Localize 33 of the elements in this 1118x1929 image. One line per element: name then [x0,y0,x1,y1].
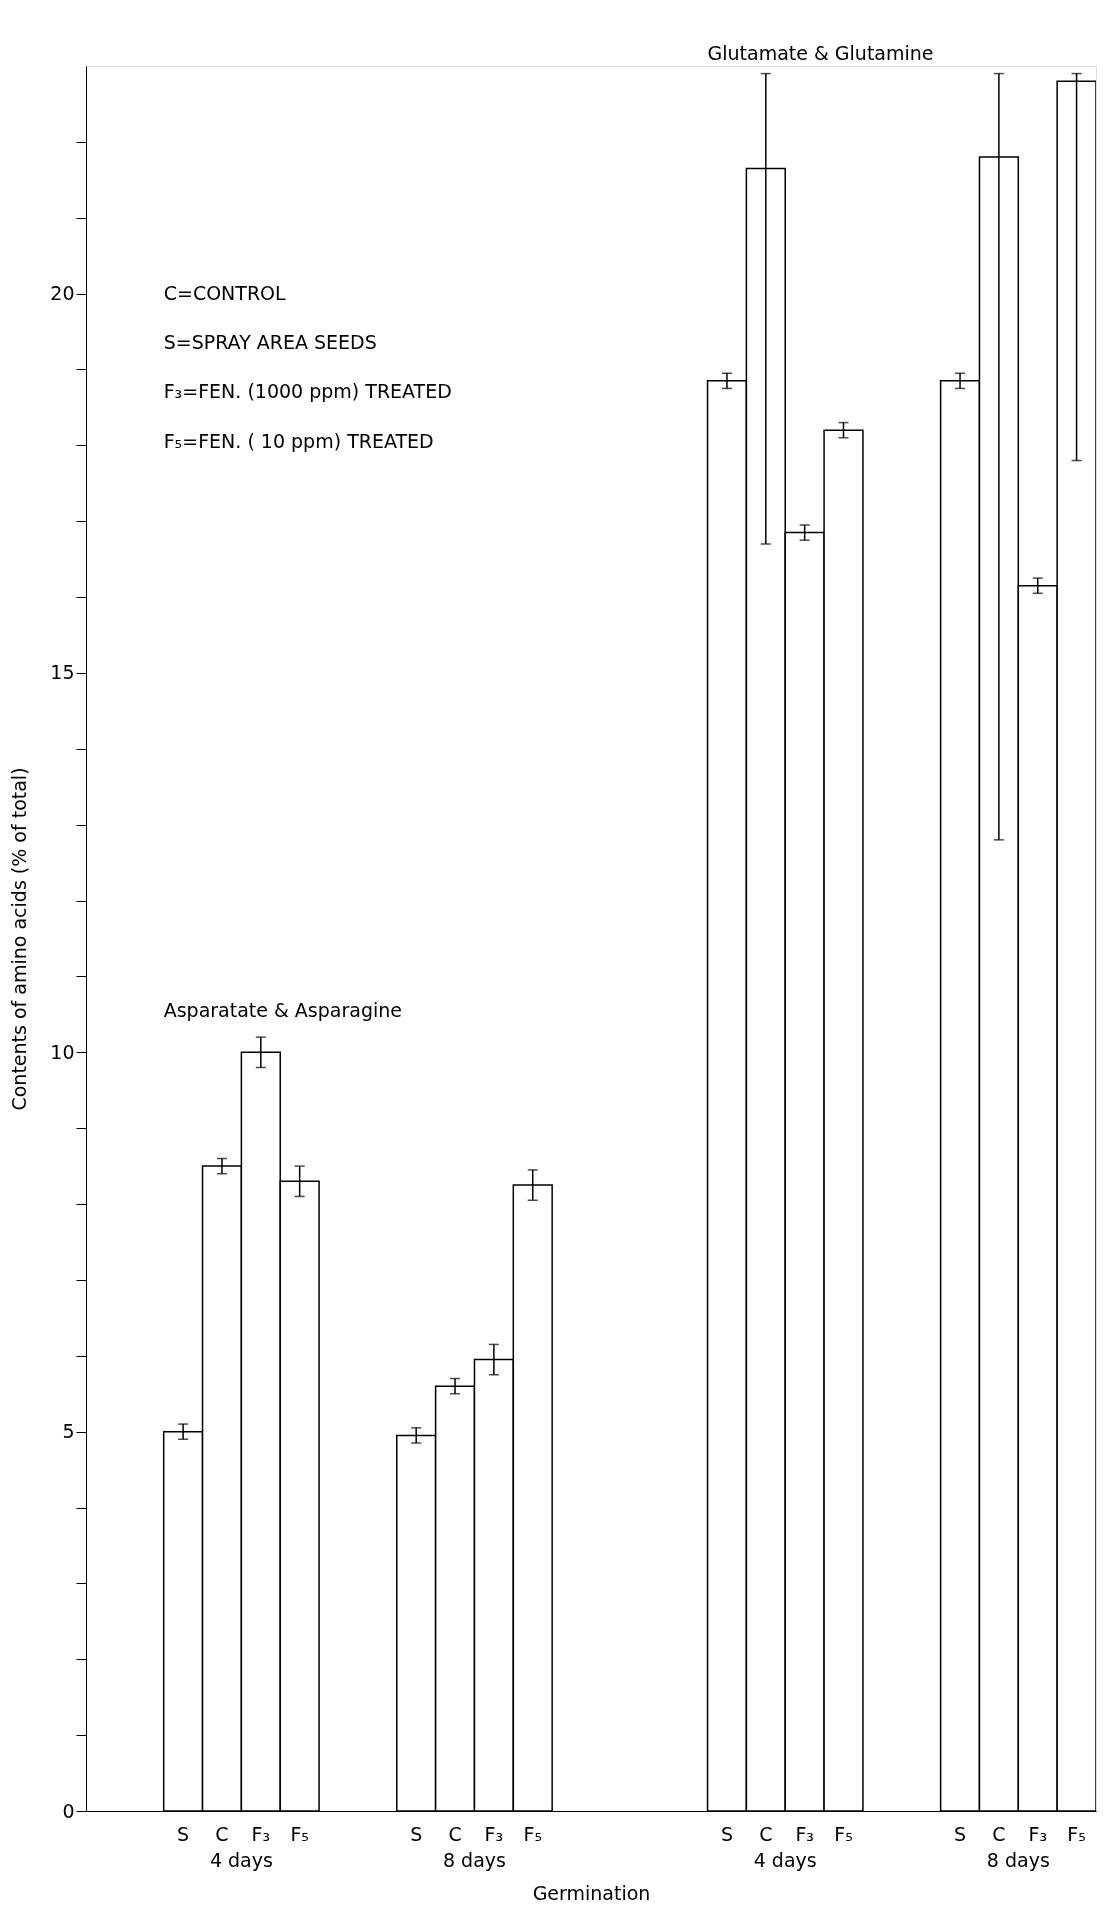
x-tick-label: F₃ [795,1822,814,1845]
y-tick-label: 20 [50,282,75,305]
annotation: Asparatate & Asparagine [163,998,402,1021]
annotation: S=SPRAY AREA SEEDS [163,330,377,353]
y-tick-label: 5 [62,1420,75,1443]
x-tick-label: S [410,1822,423,1845]
x-tick-label: F₅ [1067,1822,1086,1845]
annotation: F₅=FEN. ( 10 ppm) TREATED [163,429,434,452]
x-tick-label: F₃ [484,1822,504,1845]
text: 8 days [986,1849,1050,1871]
x-tick-label: S [720,1822,733,1845]
x-axis-title: Germination [532,1881,651,1904]
x-tick-label: C [759,1822,773,1845]
y-tick-label: 15 [50,661,75,684]
y-tick-label: 0 [62,1799,75,1822]
text: 8 days [442,1849,506,1871]
text: Glutamate & Glutamine [707,42,934,64]
x-tick-label: S [954,1822,967,1845]
x-tick-label: F₅ [523,1822,542,1845]
x-tick-label: S [177,1822,190,1845]
x-tick-label: C [215,1822,229,1845]
x-tick-label: F₃ [251,1822,271,1845]
x-tick-label: F₃ [1028,1822,1047,1845]
text: 4 days [753,1849,817,1871]
y-tick-label: 10 [50,1040,75,1063]
x-tick-label: F₅ [834,1822,853,1845]
annotation: F₃=FEN. (1000 ppm) TREATED [163,380,452,403]
x-tick-label: F₅ [290,1822,309,1845]
y-axis-title: Contents of amino acids (% of total) [8,767,31,1111]
x-tick-label: C [992,1822,1006,1845]
annotation: C=CONTROL [163,281,287,304]
text: 4 days [209,1849,273,1871]
x-tick-label: C [448,1822,462,1845]
